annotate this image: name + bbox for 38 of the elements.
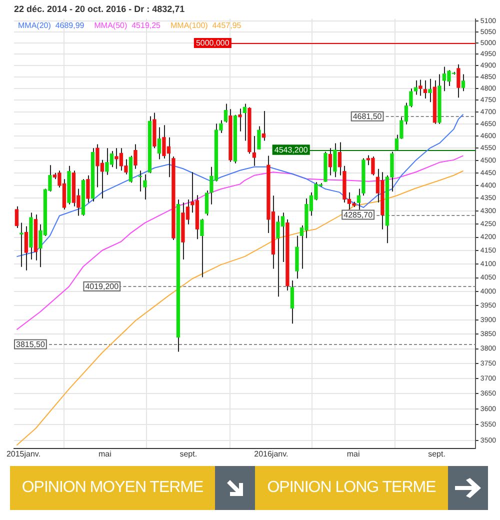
ref-line-label: 3815,50: [16, 340, 46, 349]
candlestick: [456, 64, 460, 98]
candlestick: [238, 108, 242, 132]
x-tick-label: mai: [98, 449, 112, 458]
candlestick: [143, 174, 147, 200]
candlestick: [14, 206, 19, 229]
candlestick: [257, 126, 261, 150]
text: MMA(100) 4457,95: [170, 21, 242, 30]
candlestick: [20, 222, 24, 268]
candlestick: [157, 126, 162, 160]
candlestick: [242, 103, 247, 142]
candlestick: [423, 80, 428, 100]
x-tick-label: 2015janv.: [6, 449, 41, 458]
candlestick: [24, 226, 28, 271]
ref-line-label: 4285,70: [344, 210, 374, 220]
x-tick-label: sept.: [428, 449, 446, 458]
chart-title: 22 déc. 2014 - 20 oct. 2016 - Dr : 4832,71: [14, 4, 185, 14]
ref-line-label: 4543,200: [274, 145, 308, 154]
text: OPINION MOYEN TERME: [10, 466, 215, 510]
x-tick-label: 2016janv.: [254, 449, 288, 458]
ref-line-label: 5000,000: [196, 38, 230, 48]
ref-line-label: 4019,200: [85, 282, 120, 292]
x-tick-label: mai: [346, 449, 360, 458]
x-tick-label: sept.: [180, 449, 198, 458]
candlestick: [428, 78, 432, 103]
text: MMA(20) 4689,99: [18, 21, 85, 30]
candlestick: [86, 174, 90, 204]
candlestick: [418, 79, 422, 96]
candlestick: [252, 135, 256, 166]
candlestick: [328, 148, 332, 176]
candlestick: [200, 218, 204, 278]
ref-line-label: 4681,50: [352, 112, 382, 122]
candlestick: [333, 142, 337, 178]
candlestick: [290, 280, 294, 324]
candlestick: [224, 103, 228, 123]
text: MMA(50) 4519,25: [94, 21, 162, 30]
text: OPINION LONG TERME: [255, 466, 448, 510]
candlestick: [461, 74, 466, 92]
